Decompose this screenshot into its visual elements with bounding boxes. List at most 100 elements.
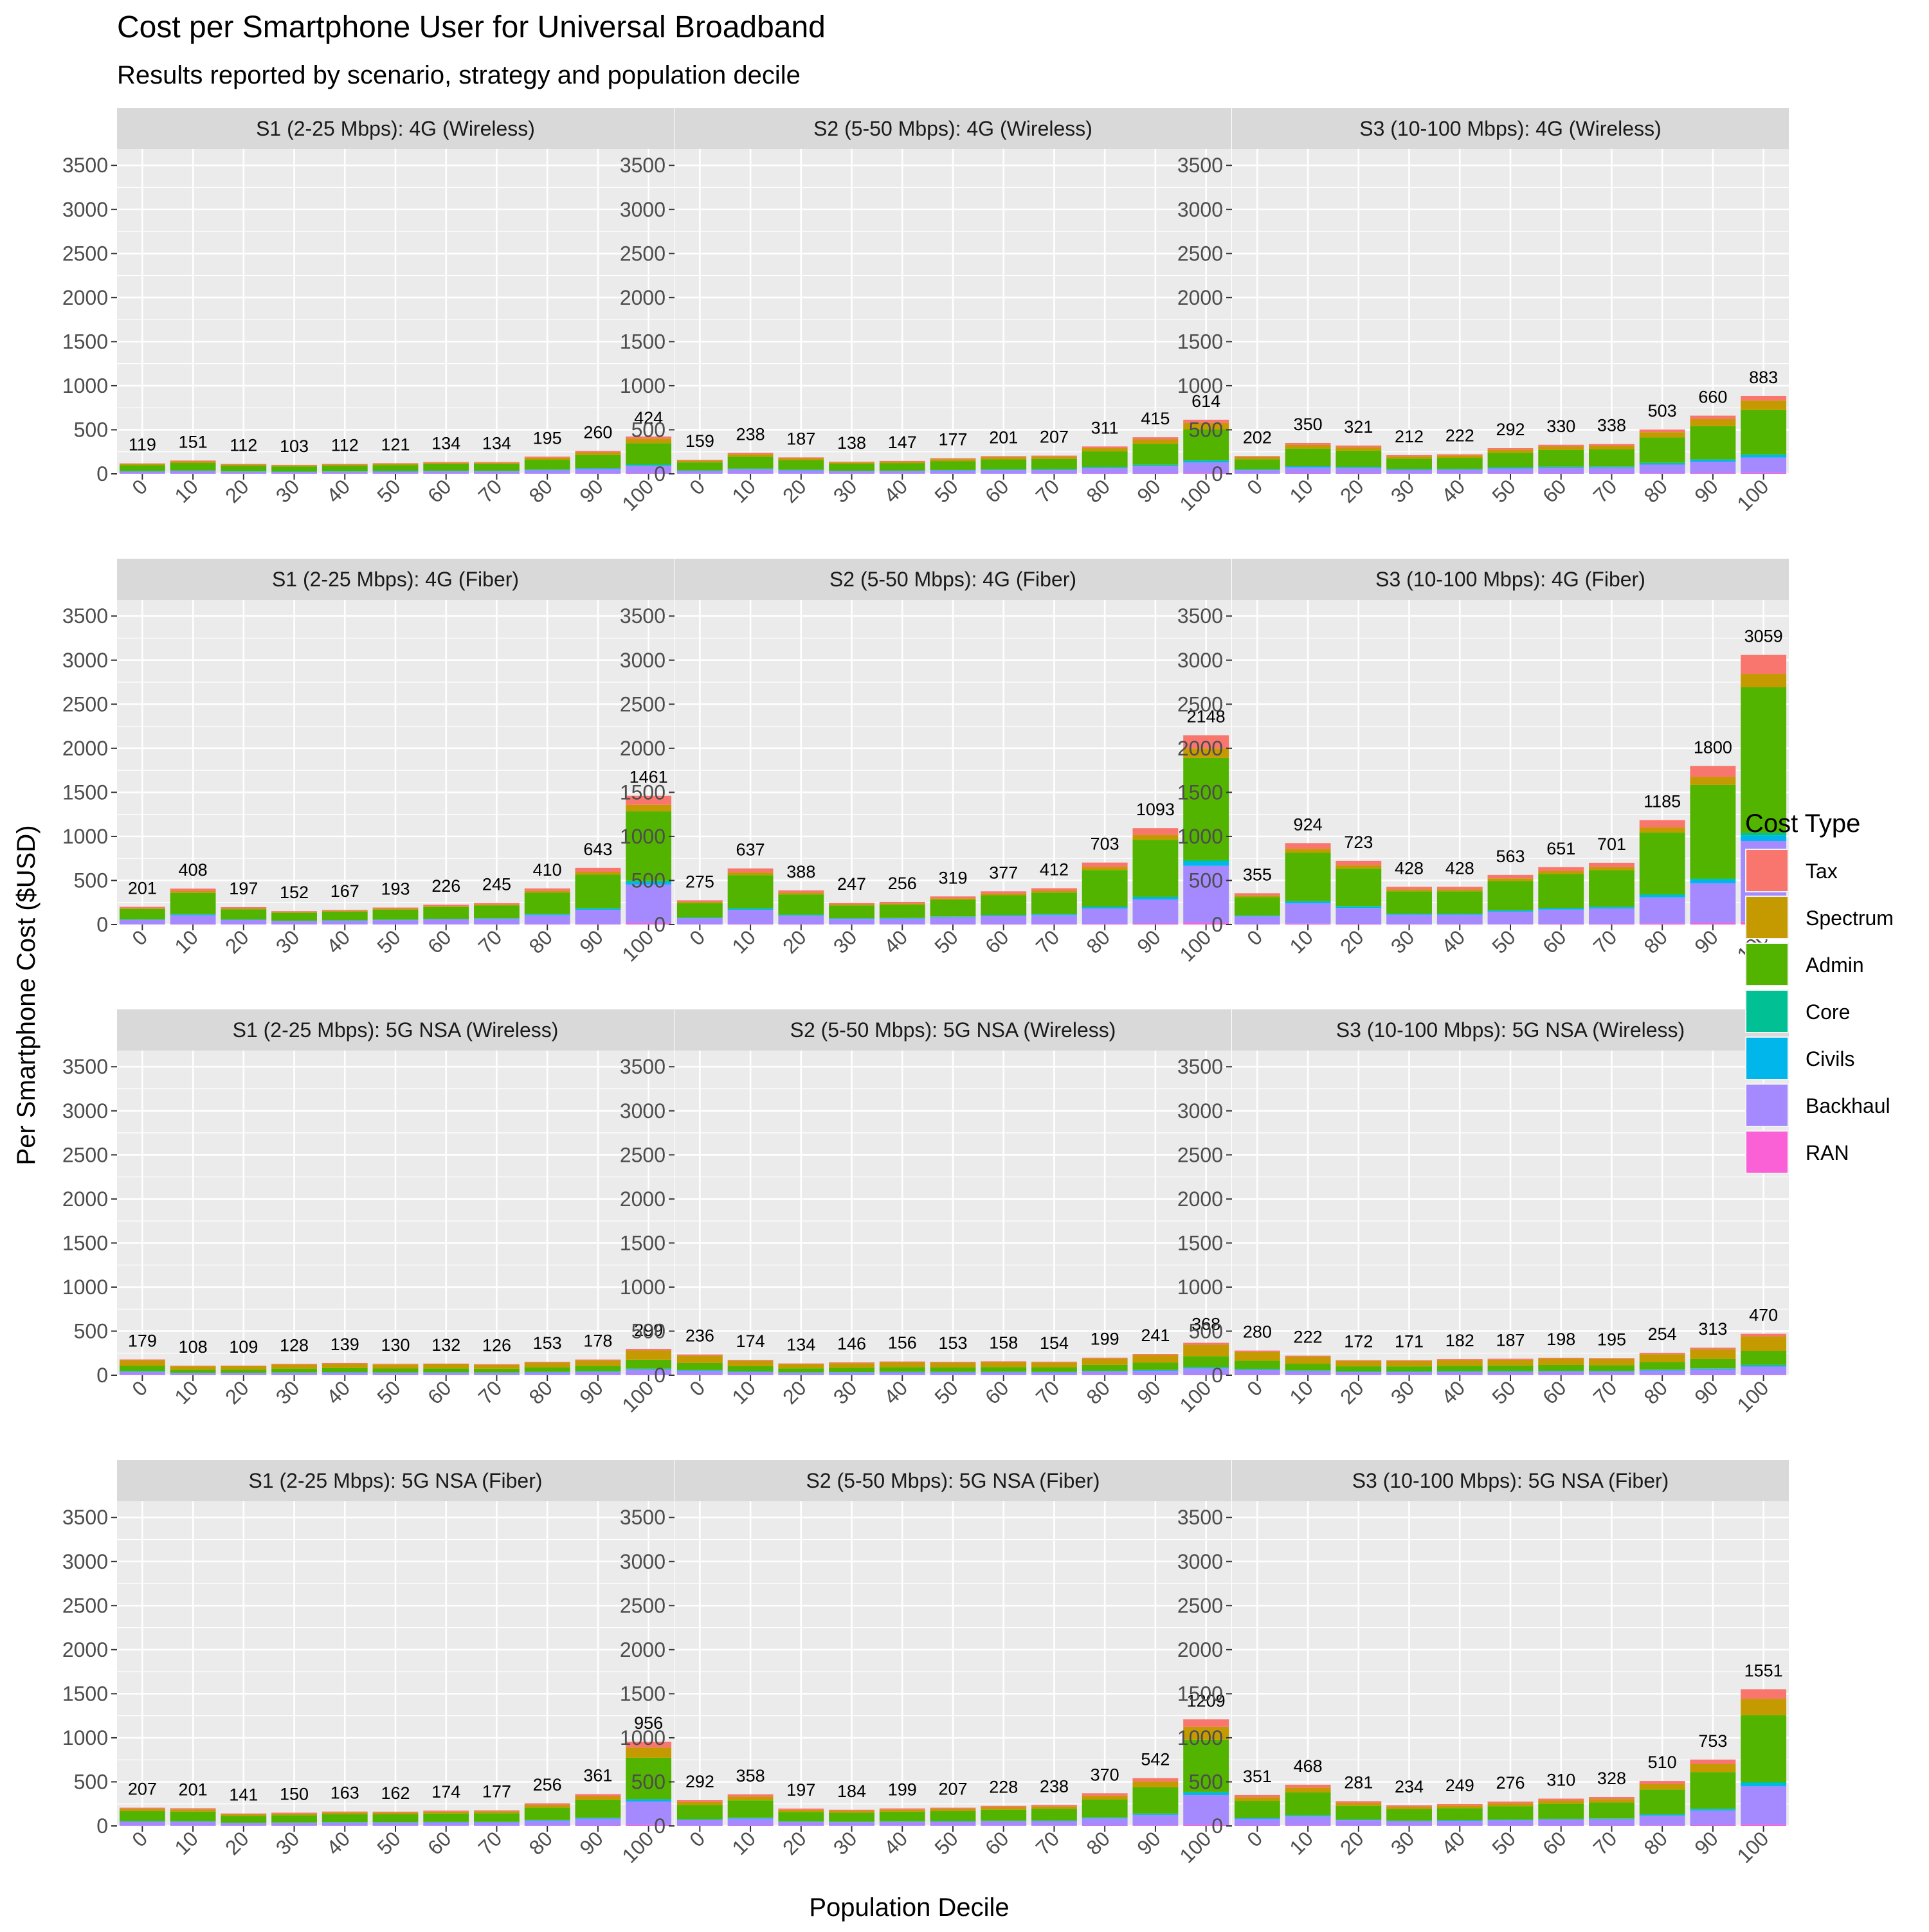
- bar-segment-backhaul: [474, 1822, 520, 1825]
- bar-segment-backhaul: [1031, 470, 1077, 474]
- bar-segment-admin: [778, 460, 824, 470]
- bar-segment-spectrum: [474, 463, 520, 464]
- bar-value-label: 159: [685, 431, 714, 451]
- bar-segment-backhaul: [120, 920, 165, 925]
- bar-segment-civils: [1132, 465, 1178, 466]
- bar-segment-civils: [525, 1372, 570, 1373]
- bar-segment-spectrum: [373, 1812, 419, 1814]
- x-tick-label: 90: [575, 1827, 608, 1859]
- bar-segment-core: [1285, 1815, 1331, 1816]
- bar-segment-admin: [373, 910, 419, 920]
- bar-segment-tax: [423, 1810, 469, 1812]
- bar-value-label: 201: [989, 428, 1018, 447]
- bar-segment-civils: [1386, 469, 1432, 470]
- y-tick-label: 2500: [620, 692, 666, 716]
- bar-segment-spectrum: [728, 454, 774, 456]
- bar-segment-spectrum: [120, 1809, 165, 1811]
- bar-segment-core: [1640, 1814, 1685, 1815]
- x-tick-label: 40: [880, 1827, 912, 1859]
- bar-segment-spectrum: [221, 908, 266, 909]
- bar-segment-backhaul: [1741, 1366, 1786, 1375]
- bar-segment-tax: [575, 1794, 620, 1796]
- bar-value-label: 408: [179, 860, 208, 880]
- bar-value-label: 193: [381, 880, 410, 899]
- bar-value-label: 241: [1141, 1326, 1170, 1345]
- bar-segment-admin: [322, 465, 368, 471]
- bar-segment-civils: [1336, 1819, 1381, 1820]
- bar-segment-spectrum: [1285, 1357, 1331, 1364]
- bar-segment-backhaul: [1082, 1818, 1128, 1825]
- bar-segment-backhaul: [170, 915, 216, 924]
- bar-segment-backhaul: [271, 472, 317, 474]
- bar-segment-backhaul: [880, 471, 925, 474]
- bar-segment-admin: [930, 1368, 976, 1372]
- bar-segment-backhaul: [1690, 1369, 1735, 1375]
- bar-value-label: 121: [381, 435, 410, 454]
- x-tick-label: 90: [575, 1376, 608, 1409]
- bar-segment-spectrum: [728, 1796, 774, 1800]
- bar-segment-backhaul: [778, 1373, 824, 1375]
- legend-label: Civils: [1806, 1047, 1854, 1070]
- bar-segment-civils: [778, 1821, 824, 1822]
- bar-segment-spectrum: [1132, 1355, 1178, 1363]
- x-tick-label: 60: [423, 1827, 456, 1859]
- bar-segment-civils: [930, 1372, 976, 1373]
- x-tick-label: 60: [423, 925, 456, 958]
- bar-segment-backhaul: [728, 1372, 774, 1375]
- bar-value-label: 238: [736, 424, 765, 444]
- x-tick-label: 30: [829, 1376, 862, 1409]
- bar-segment-spectrum: [930, 459, 976, 461]
- bar-segment-backhaul: [1132, 899, 1178, 923]
- bar-segment-spectrum: [829, 905, 874, 906]
- bar-value-label: 167: [331, 881, 359, 901]
- bar-segment-backhaul: [1437, 470, 1483, 474]
- bar-segment-civils: [120, 1371, 165, 1372]
- bar-segment-backhaul: [1386, 1372, 1432, 1375]
- bar-value-label: 182: [1445, 1331, 1474, 1350]
- bar-value-label: 388: [786, 862, 815, 881]
- y-tick-label: 1000: [62, 1276, 108, 1299]
- bar-segment-tax: [1031, 889, 1077, 891]
- facet-strip-label: S3 (10-100 Mbps): 5G NSA (Fiber): [1352, 1469, 1669, 1492]
- bar-segment-admin: [1082, 870, 1128, 907]
- bar-segment-admin: [423, 1368, 469, 1372]
- bar-segment-backhaul: [1285, 903, 1331, 924]
- bar-segment-backhaul: [1082, 1371, 1128, 1375]
- bar-segment-spectrum: [829, 1811, 874, 1813]
- bar-segment-civils: [1386, 914, 1432, 915]
- bar-segment-backhaul: [778, 916, 824, 924]
- x-tick-label: 100: [617, 474, 658, 515]
- bar-segment-tax: [1336, 861, 1381, 865]
- facet-strip-label: S1 (2-25 Mbps): 5G NSA (Fiber): [248, 1469, 542, 1492]
- bar-value-label: 311: [1091, 418, 1119, 437]
- bar-segment-civils: [1031, 914, 1077, 915]
- bar-segment-admin: [1488, 1806, 1534, 1819]
- bar-segment-tax: [120, 907, 165, 908]
- bar-segment-tax: [1235, 893, 1280, 895]
- bar-segment-core: [1640, 894, 1685, 896]
- y-tick-label: 2500: [1177, 242, 1223, 265]
- bar-segment-spectrum: [880, 462, 925, 463]
- x-tick-label: 80: [1640, 474, 1672, 507]
- x-tick-label: 10: [170, 925, 203, 958]
- bar-value-label: 130: [381, 1335, 410, 1355]
- bar-segment-admin: [1031, 1368, 1077, 1372]
- bar-segment-spectrum: [1640, 827, 1685, 833]
- bar-segment-tax: [728, 1794, 774, 1796]
- bar-segment-backhaul: [1488, 912, 1534, 924]
- y-tick-label: 2500: [1177, 692, 1223, 716]
- x-tick-label: 10: [1285, 1376, 1318, 1409]
- bar-segment-backhaul: [271, 921, 317, 925]
- y-tick-label: 1500: [62, 1231, 108, 1254]
- bar-value-label: 542: [1141, 1750, 1170, 1769]
- bar-segment-backhaul: [1235, 1819, 1280, 1826]
- bar-segment-civils: [1640, 896, 1685, 898]
- bar-segment-tax: [728, 453, 774, 454]
- bar-value-label: 154: [1040, 1333, 1069, 1353]
- bar-segment-tax: [322, 910, 368, 911]
- legend-item: Civils: [1745, 1036, 1854, 1080]
- bar-segment-civils: [829, 1822, 874, 1823]
- bar-segment-spectrum: [1538, 871, 1584, 874]
- x-tick-label: 40: [1437, 474, 1470, 507]
- bar-segment-spectrum: [930, 898, 976, 899]
